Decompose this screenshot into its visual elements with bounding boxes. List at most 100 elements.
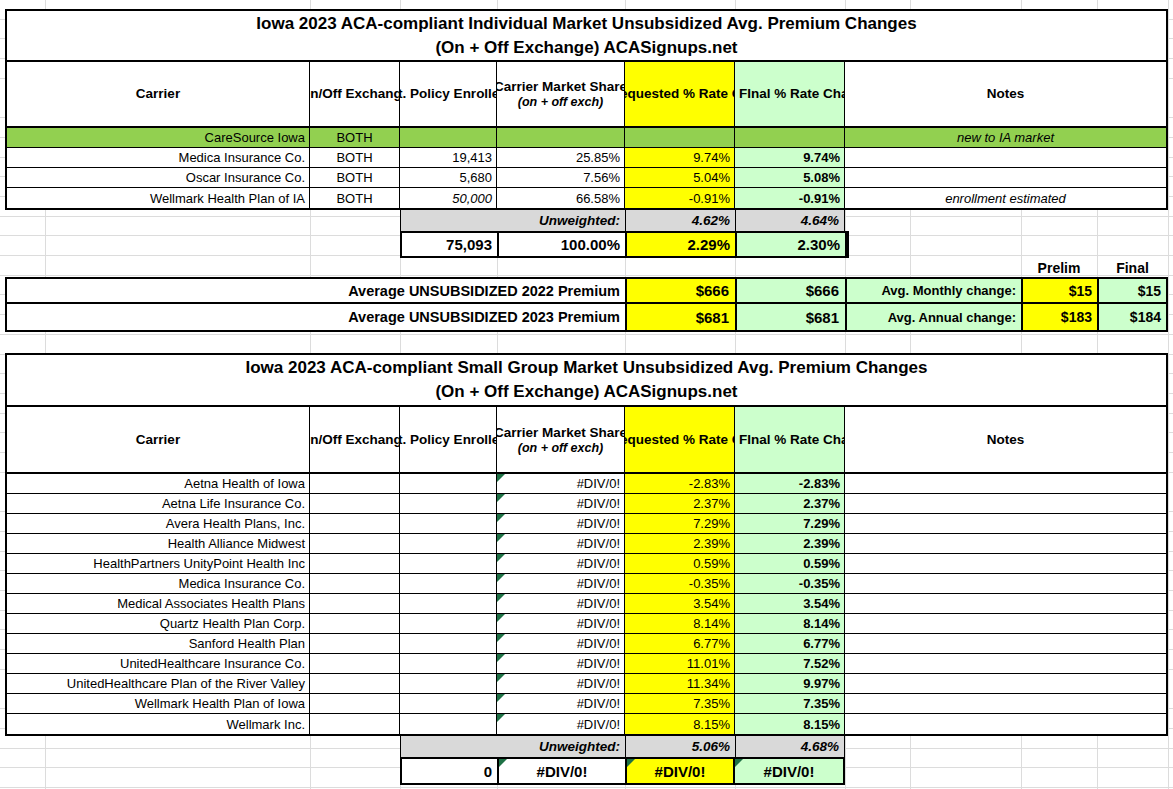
cell-carrier[interactable]: HealthPartners UnityPoint Health Inc: [7, 554, 310, 573]
individual-table-title[interactable]: Iowa 2023 ACA-compliant Individual Marke…: [7, 11, 1166, 62]
cell-exchange[interactable]: [310, 674, 400, 693]
cell-share[interactable]: #DIV/0!: [497, 714, 625, 734]
cell-notes[interactable]: new to IA market: [845, 128, 1166, 147]
cell-final[interactable]: 8.14%: [735, 614, 845, 633]
cell-final[interactable]: 7.35%: [735, 694, 845, 713]
total-requested[interactable]: 2.29%: [625, 231, 735, 258]
header-avg-requested[interactable]: Avg. Requested % Rate Change: [625, 407, 735, 472]
cell-exchange[interactable]: [310, 634, 400, 653]
header-enrollees[interactable]: Est. Policy Enrollees: [400, 407, 497, 472]
cell-carrier[interactable]: Health Alliance Midwest: [7, 534, 310, 553]
cell-notes[interactable]: [845, 474, 1166, 493]
header-market-share[interactable]: Carrier Market Share (on + off exch): [497, 407, 625, 472]
cell-carrier[interactable]: Aetna Life Insurance Co.: [7, 494, 310, 513]
cell-final[interactable]: 2.39%: [735, 534, 845, 553]
header-carrier[interactable]: Carrier: [7, 407, 310, 472]
cell-final[interactable]: 7.52%: [735, 654, 845, 673]
cell-carrier[interactable]: Quartz Health Plan Corp.: [7, 614, 310, 633]
cell-enrollees[interactable]: [400, 554, 497, 573]
cell-carrier[interactable]: Sanford Health Plan: [7, 634, 310, 653]
cell-final[interactable]: 9.74%: [735, 148, 845, 167]
cell-requested[interactable]: -2.83%: [625, 474, 735, 493]
cell-share[interactable]: #DIV/0!: [497, 494, 625, 513]
unweighted-requested[interactable]: 5.06%: [625, 736, 735, 757]
cell-share[interactable]: #DIV/0!: [497, 534, 625, 553]
premium-2022-final[interactable]: $666: [735, 277, 845, 304]
cell-share[interactable]: #DIV/0!: [497, 614, 625, 633]
cell-enrollees[interactable]: [400, 594, 497, 613]
total-requested[interactable]: #DIV/0!: [625, 757, 735, 785]
cell-final[interactable]: -0.35%: [735, 574, 845, 593]
cell-exchange[interactable]: [310, 654, 400, 673]
cell-exchange[interactable]: [310, 474, 400, 493]
cell-requested[interactable]: 3.54%: [625, 594, 735, 613]
cell-carrier[interactable]: Wellmark Inc.: [7, 714, 310, 734]
cell-notes[interactable]: [845, 674, 1166, 693]
annual-change-prelim[interactable]: $183: [1021, 304, 1097, 332]
cell-enrollees[interactable]: [400, 654, 497, 673]
premium-2023-final[interactable]: $681: [735, 304, 845, 332]
cell-share[interactable]: #DIV/0!: [497, 514, 625, 533]
cell-requested[interactable]: 2.37%: [625, 494, 735, 513]
cell-carrier[interactable]: Wellmark Health Plan of IA: [7, 188, 310, 208]
unweighted-label[interactable]: Unweighted:: [400, 210, 625, 231]
cell-enrollees[interactable]: [400, 128, 497, 147]
cell-carrier[interactable]: UnitedHealthcare Plan of the River Valle…: [7, 674, 310, 693]
cell-exchange[interactable]: [310, 694, 400, 713]
cell-requested[interactable]: 8.15%: [625, 714, 735, 734]
cell-requested[interactable]: 9.74%: [625, 148, 735, 167]
cell-carrier[interactable]: Aetna Health of Iowa: [7, 474, 310, 493]
monthly-change-label[interactable]: Avg. Monthly change:: [845, 277, 1021, 304]
cell-requested[interactable]: -0.91%: [625, 188, 735, 208]
cell-enrollees[interactable]: [400, 714, 497, 734]
cell-exchange[interactable]: [310, 574, 400, 593]
header-notes[interactable]: Notes: [845, 407, 1166, 472]
cell-requested[interactable]: [625, 128, 735, 147]
cell-final[interactable]: 7.29%: [735, 514, 845, 533]
cell-exchange[interactable]: BOTH: [310, 168, 400, 187]
cell-carrier[interactable]: Oscar Insurance Co.: [7, 168, 310, 187]
cell-requested[interactable]: 5.04%: [625, 168, 735, 187]
cell-enrollees[interactable]: [400, 674, 497, 693]
cell-requested[interactable]: 7.35%: [625, 694, 735, 713]
cell-notes[interactable]: [845, 168, 1166, 187]
cell-share[interactable]: #DIV/0!: [497, 654, 625, 673]
cell-notes[interactable]: [845, 574, 1166, 593]
cell-final[interactable]: [735, 128, 845, 147]
cell-share[interactable]: #DIV/0!: [497, 474, 625, 493]
header-exchange[interactable]: On/Off Exchange: [310, 62, 400, 126]
cell-enrollees[interactable]: [400, 534, 497, 553]
total-enrollees[interactable]: 0: [400, 757, 497, 785]
header-enrollees[interactable]: Est. Policy Enrollees: [400, 62, 497, 126]
cell-share[interactable]: #DIV/0!: [497, 594, 625, 613]
cell-share[interactable]: 66.58%: [497, 188, 625, 208]
cell-notes[interactable]: [845, 148, 1166, 167]
cell-exchange[interactable]: [310, 554, 400, 573]
annual-change-label[interactable]: Avg. Annual change:: [845, 304, 1021, 332]
cell-requested[interactable]: 7.29%: [625, 514, 735, 533]
header-market-share[interactable]: Carrier Market Share (on + off exch): [497, 62, 625, 126]
cell-enrollees[interactable]: 5,680: [400, 168, 497, 187]
unweighted-requested[interactable]: 4.62%: [625, 210, 735, 231]
cell-enrollees[interactable]: [400, 474, 497, 493]
cell-exchange[interactable]: [310, 534, 400, 553]
cell-share[interactable]: [497, 128, 625, 147]
cell-requested[interactable]: 6.77%: [625, 634, 735, 653]
cell-enrollees[interactable]: [400, 574, 497, 593]
cell-enrollees[interactable]: [400, 514, 497, 533]
cell-carrier[interactable]: CareSource Iowa: [7, 128, 310, 147]
cell-final[interactable]: -0.91%: [735, 188, 845, 208]
cell-share[interactable]: 25.85%: [497, 148, 625, 167]
cell-exchange[interactable]: [310, 714, 400, 734]
cell-requested[interactable]: 8.14%: [625, 614, 735, 633]
cell-enrollees[interactable]: [400, 694, 497, 713]
cell-final[interactable]: 8.15%: [735, 714, 845, 734]
cell-carrier[interactable]: Medica Insurance Co.: [7, 574, 310, 593]
total-notes[interactable]: [845, 231, 849, 258]
cell-carrier[interactable]: UnitedHealthcare Insurance Co.: [7, 654, 310, 673]
cell-share[interactable]: 7.56%: [497, 168, 625, 187]
cell-exchange[interactable]: [310, 594, 400, 613]
premium-2022-requested[interactable]: $666: [625, 277, 735, 304]
cell-final[interactable]: 3.54%: [735, 594, 845, 613]
unweighted-label[interactable]: Unweighted:: [400, 736, 625, 757]
